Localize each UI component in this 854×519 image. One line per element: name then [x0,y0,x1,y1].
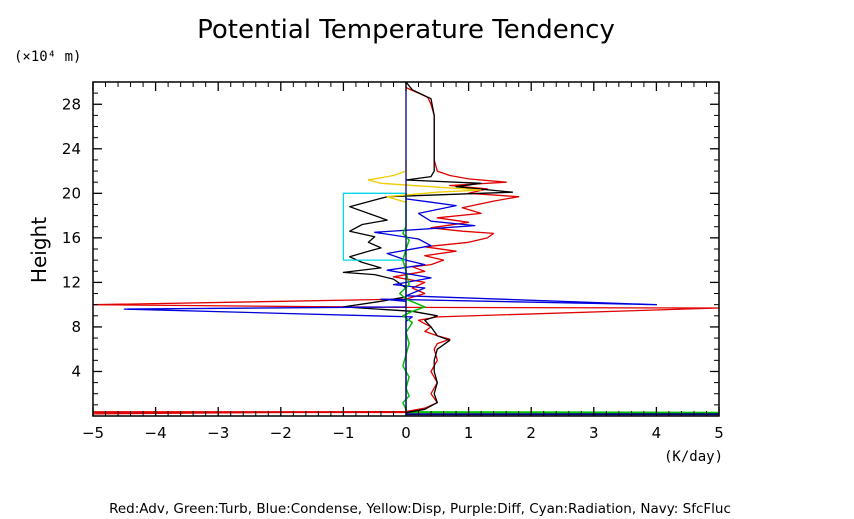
series-line-adv [92,87,720,415]
y-tick-label: 28 [62,95,81,113]
plot-series [92,81,720,416]
y-tick-label: 24 [62,140,81,158]
x-tick-label: 4 [652,424,662,442]
x-unit-label: (K/day) [664,449,723,465]
x-tick-label: 0 [401,424,411,442]
series-line-turb [398,193,426,410]
chart-title: Potential Temperature Tendency [197,15,615,45]
y-tick-label: 16 [62,229,81,247]
legend-text: Red:Adv, Green:Turb, Blue:Condense, Yell… [109,501,731,517]
y-tick-label: 8 [71,318,81,336]
x-tick-label: 3 [589,424,599,442]
x-tick-label: −1 [332,424,354,442]
surface-line-1 [405,411,720,414]
y-tick-label: 20 [62,184,81,202]
x-tick-label: 1 [464,424,474,442]
y-tick-label: 4 [71,362,81,380]
series-line-radiation [342,192,406,261]
x-tick-label: −5 [82,424,104,442]
x-tick-label: 2 [526,424,536,442]
x-tick-label: −3 [207,424,229,442]
y-unit-label: (×10⁴ m) [14,49,81,65]
series-line-condense [123,193,658,414]
y-tick-label: 12 [62,273,81,291]
y-axis-label: Height [27,217,51,283]
x-tick-label: −4 [145,424,167,442]
x-tick-label: 5 [714,424,724,442]
x-tick-label: −2 [270,424,292,442]
